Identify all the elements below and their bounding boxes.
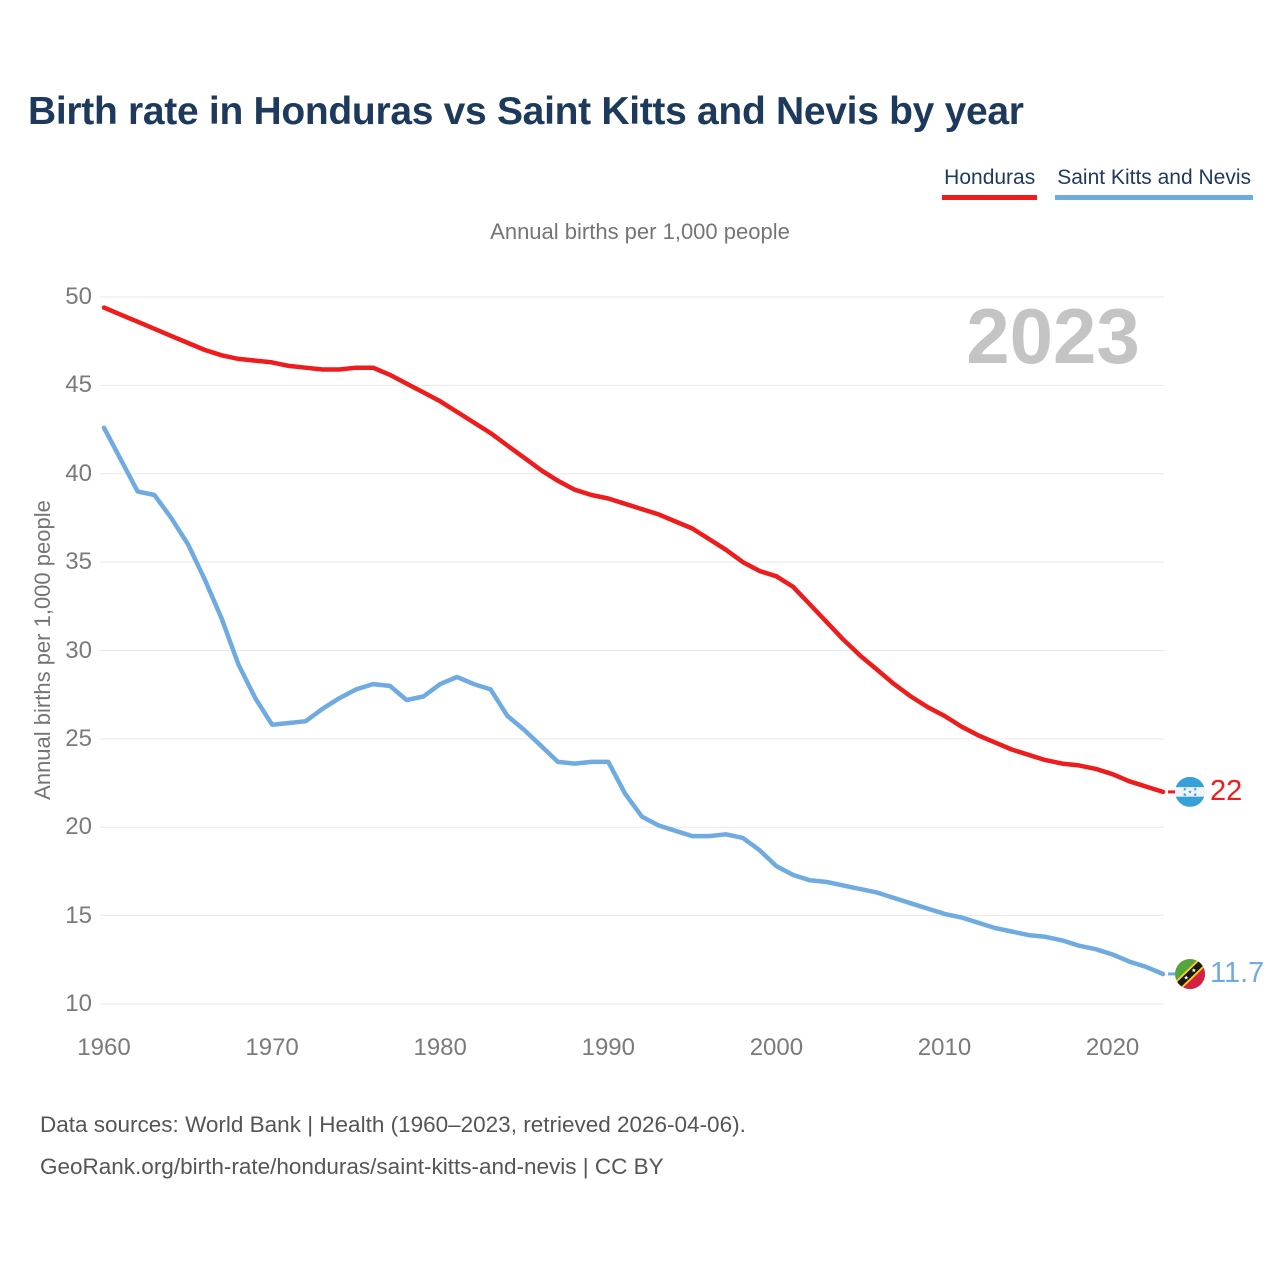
x-tick-label: 2010: [917, 1034, 972, 1061]
footer: Data sources: World Bank | Health (1960–…: [40, 1104, 746, 1188]
y-tick-label: 15: [65, 901, 92, 929]
saint-kitts-and-nevis-end-label: 11.7: [1210, 956, 1265, 989]
x-tick-label: 1970: [245, 1034, 299, 1061]
watermark-year: 2023: [966, 292, 1140, 380]
legend: Honduras Saint Kitts and Nevis: [942, 166, 1253, 200]
x-tick-label: 1980: [413, 1034, 467, 1061]
honduras-line[interactable]: [101, 305, 1166, 795]
y-tick-label: 30: [65, 636, 92, 664]
y-tick-label: 25: [65, 724, 92, 752]
y-tick-label: 10: [65, 990, 92, 1017]
legend-item-honduras[interactable]: Honduras: [942, 166, 1038, 200]
y-tick-label: 20: [65, 813, 92, 841]
footer-link[interactable]: GeoRank.org/birth-rate/honduras/saint-ki…: [40, 1154, 664, 1179]
chart-subtitle: Annual births per 1,000 people: [490, 219, 790, 244]
saint-kitts-and-nevis-line[interactable]: [101, 425, 1166, 977]
legend-item-saint-kitts-and-nevis[interactable]: Saint Kitts and Nevis: [1055, 166, 1253, 200]
x-tick-label: 2000: [749, 1034, 804, 1061]
saint-kitts-and-nevis-flag-icon: [1175, 959, 1205, 989]
y-tick-label: 35: [65, 548, 92, 576]
y-tick-label: 45: [65, 371, 92, 399]
y-tick-label: 50: [65, 283, 92, 310]
footer-sources: Data sources: World Bank | Health (1960–…: [40, 1112, 746, 1137]
y-tick-label: 40: [65, 459, 92, 487]
honduras-end-label: 22: [1210, 774, 1243, 807]
page-title: Birth rate in Honduras vs Saint Kitts an…: [28, 90, 1024, 133]
honduras-flag-icon: [1175, 776, 1205, 807]
x-tick-label: 1990: [581, 1034, 635, 1061]
x-tick-label: 1960: [77, 1034, 131, 1061]
x-tick-label: 2020: [1085, 1034, 1140, 1061]
